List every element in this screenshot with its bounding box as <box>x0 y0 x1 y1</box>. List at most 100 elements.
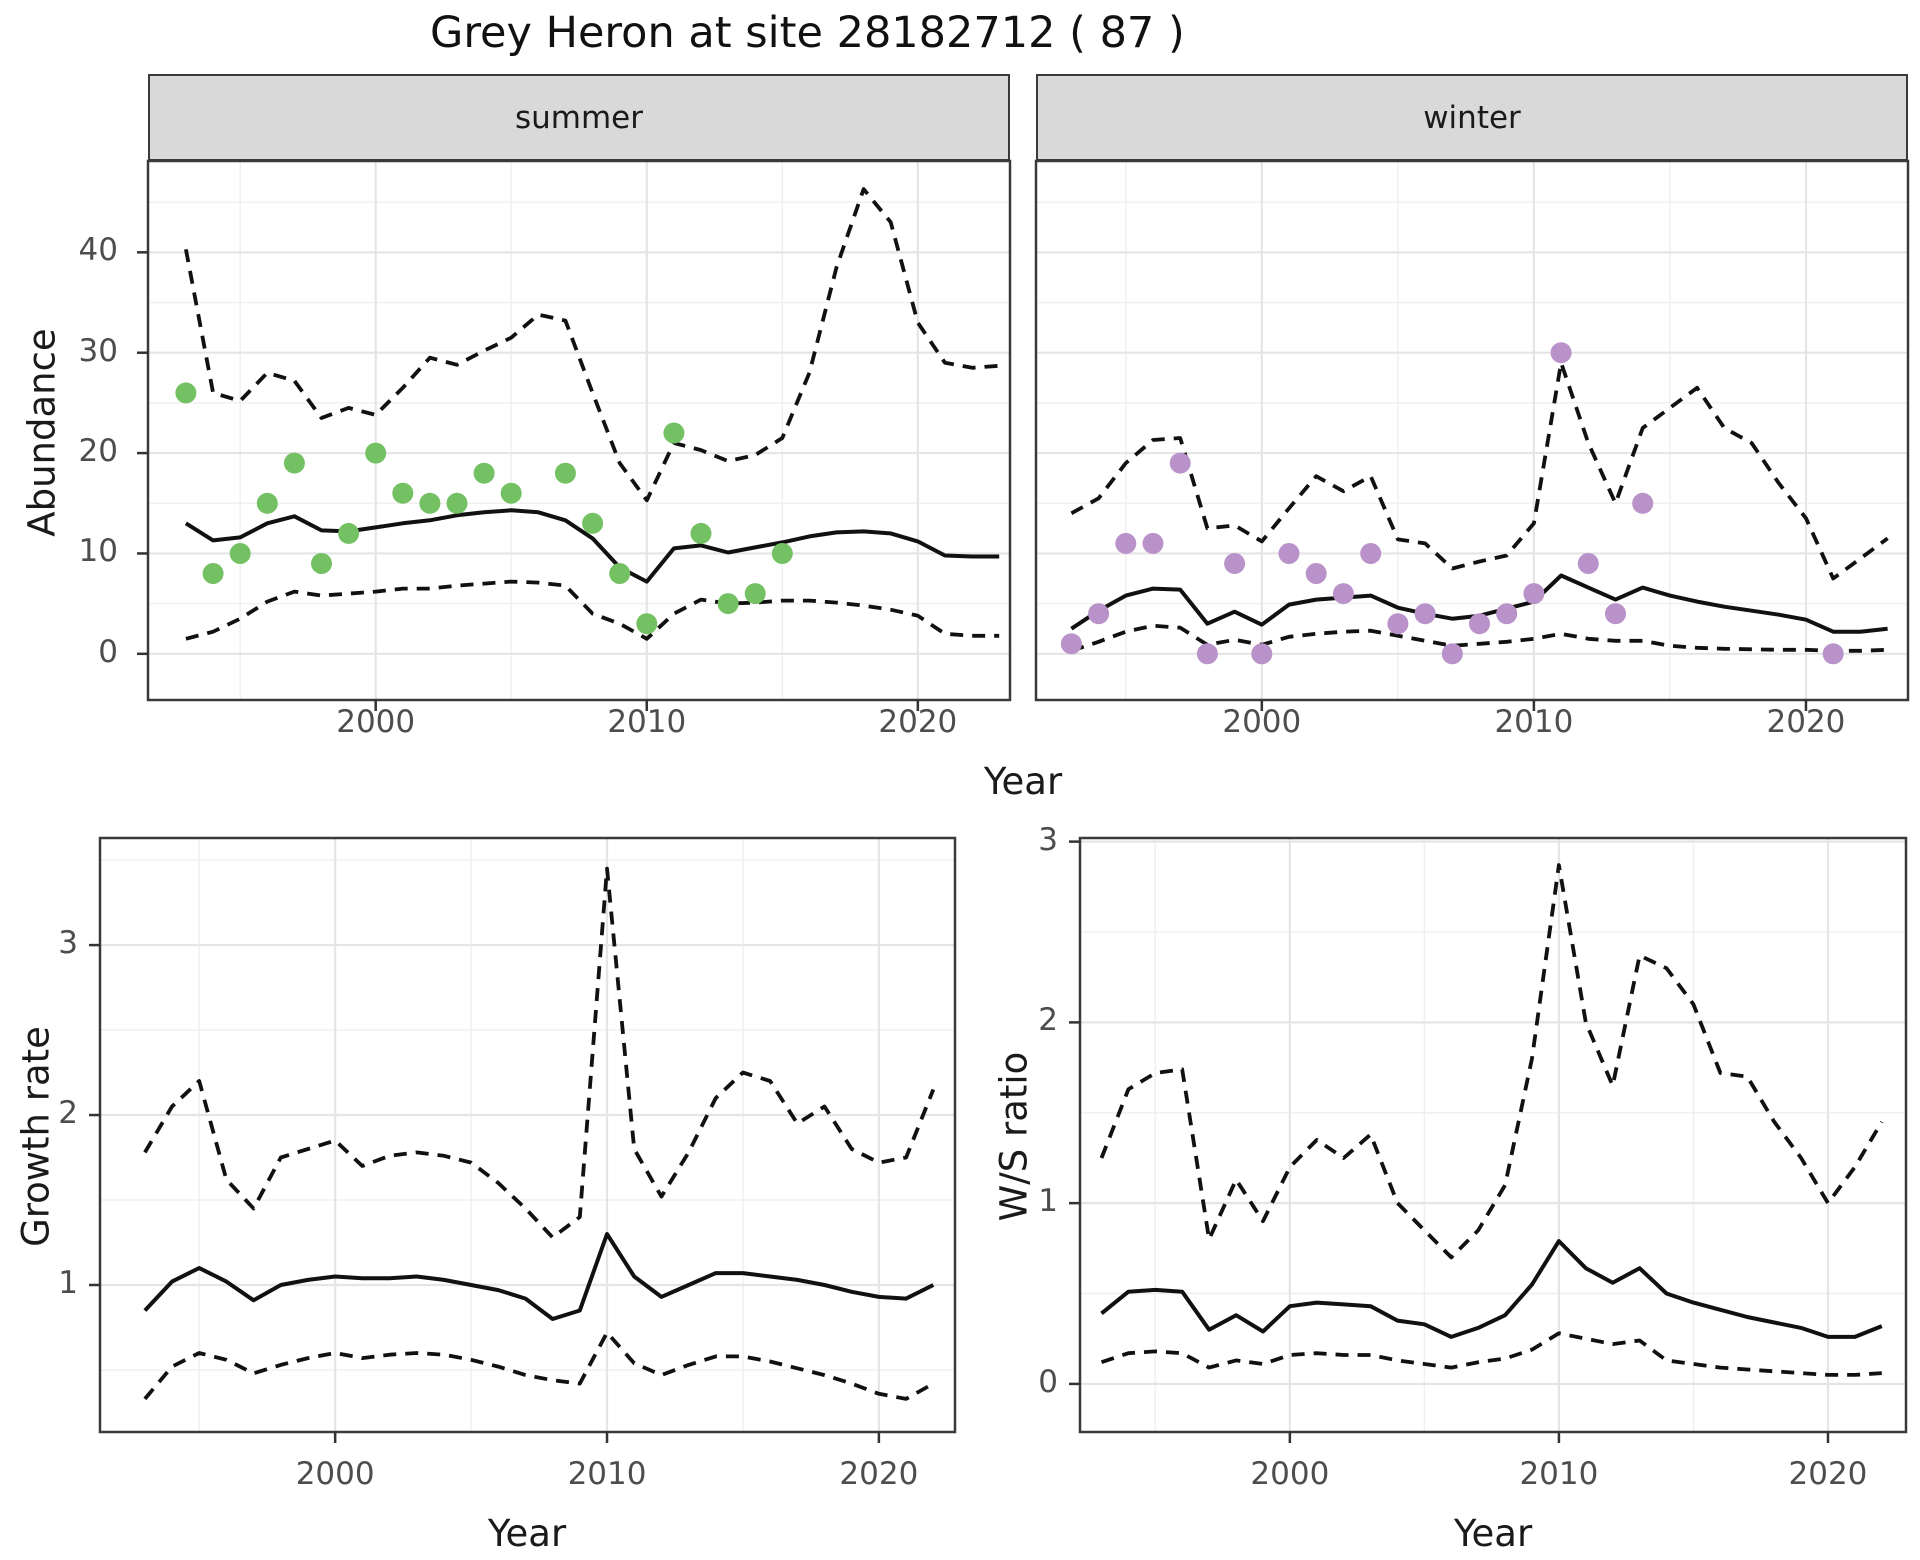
x-tick-label: 2010 <box>1494 704 1574 740</box>
panel-abundance-winter <box>1034 159 1910 711</box>
observation-point <box>1469 613 1490 635</box>
x-axis-title-year-growth: Year <box>487 1512 567 1555</box>
observation-point <box>473 462 495 484</box>
observation-point <box>1577 553 1599 574</box>
observation-point <box>609 563 631 584</box>
x-axis-title-year-top: Year <box>983 760 1063 803</box>
panel-border <box>1078 836 1908 1434</box>
observation-point <box>283 452 305 474</box>
chart-title: Grey Heron at site 28182712 ( 87 ) <box>430 8 1185 58</box>
x-tick-label: 2020 <box>1766 704 1846 740</box>
observation-point <box>1224 553 1246 574</box>
panel-border <box>98 836 957 1434</box>
facet-strip-summer: summer <box>148 74 1010 161</box>
observation-point <box>1523 583 1545 605</box>
observation-point <box>1605 603 1626 625</box>
observation-point <box>663 422 685 444</box>
observation-point <box>446 492 468 514</box>
facet-strip-winter: winter <box>1036 74 1908 161</box>
observation-point <box>1060 633 1082 655</box>
facet-strip-summer-label: summer <box>514 99 643 136</box>
observation-point <box>392 482 414 504</box>
panel-border <box>146 159 1012 702</box>
observation-point <box>1496 603 1518 625</box>
y-tick-label: 1 <box>58 1264 78 1301</box>
observation-point <box>1822 643 1844 665</box>
panel-background <box>100 838 955 1432</box>
x-axis-title-year-ws: Year <box>1453 1512 1533 1555</box>
observation-point <box>1387 613 1409 635</box>
observation-point <box>338 522 360 544</box>
observation-point <box>1360 543 1382 564</box>
observation-point <box>500 482 522 504</box>
ci-upper-line <box>1070 360 1889 581</box>
observation-point <box>1196 643 1218 665</box>
observation-point <box>1088 603 1110 625</box>
observation-point <box>1550 342 1572 364</box>
ci-upper-line <box>1099 863 1884 1260</box>
observation-point <box>554 462 576 484</box>
observation-point <box>1251 643 1273 665</box>
observation-point <box>229 543 251 564</box>
y-tick-label: 0 <box>1038 1363 1058 1400</box>
panel-background <box>148 161 1010 700</box>
observation-point <box>636 613 658 635</box>
observation-point <box>1142 532 1164 554</box>
x-tick-label: 2010 <box>1519 1456 1599 1492</box>
observation-point <box>1632 492 1654 514</box>
x-tick-label: 2020 <box>1788 1456 1868 1492</box>
x-tick-label: 2010 <box>567 1456 647 1492</box>
observation-point <box>1441 643 1463 665</box>
y-tick-label: 0 <box>98 633 118 670</box>
y-tick-label: 40 <box>78 232 118 269</box>
observation-point <box>1305 563 1327 584</box>
ci-lower-line <box>185 579 1000 641</box>
observation-point <box>690 522 712 544</box>
panel-growth-rate <box>89 836 957 1443</box>
panel-background <box>1036 161 1908 700</box>
observation-point <box>1414 603 1436 625</box>
observation-point <box>1278 543 1300 564</box>
y-tick-label: 20 <box>78 433 118 470</box>
observation-point <box>175 382 197 404</box>
y-tick-label: 3 <box>58 925 78 962</box>
y-tick-label: 2 <box>58 1095 78 1132</box>
observation-point <box>717 593 739 615</box>
observation-point <box>202 563 224 584</box>
observation-point <box>256 492 278 514</box>
panel-ws-ratio <box>1069 836 1908 1443</box>
y-tick-label: 1 <box>1038 1183 1058 1220</box>
ci-lower-line <box>143 1330 935 1401</box>
x-tick-label: 2000 <box>336 704 416 740</box>
y-tick-label: 30 <box>78 332 118 369</box>
observation-point <box>365 442 387 464</box>
y-tick-label: 10 <box>78 533 118 570</box>
observation-point <box>1169 452 1191 474</box>
model-fit-line <box>143 1232 935 1321</box>
x-tick-label: 2000 <box>1222 704 1302 740</box>
panel-border <box>1034 159 1910 702</box>
y-axis-title-growth-rate: Growth rate <box>14 1026 58 1247</box>
ci-upper-line <box>184 187 1000 503</box>
x-tick-label: 2020 <box>839 1456 919 1492</box>
ci-lower-line <box>1100 1331 1882 1377</box>
model-fit-line <box>1100 1239 1883 1339</box>
observation-point <box>582 512 604 534</box>
y-tick-label: 3 <box>1038 821 1058 858</box>
observation-point <box>419 492 441 514</box>
observation-point <box>771 543 793 564</box>
y-tick-label: 2 <box>1038 1002 1058 1039</box>
observation-point <box>1332 583 1354 605</box>
panel-abundance-summer <box>137 159 1012 711</box>
x-tick-label: 2000 <box>1250 1456 1330 1492</box>
observation-point <box>311 553 332 574</box>
panel-background <box>1080 838 1906 1432</box>
x-tick-label: 2010 <box>607 704 687 740</box>
x-tick-label: 2000 <box>295 1456 375 1492</box>
observation-point <box>1115 532 1137 554</box>
facet-strip-winter-label: winter <box>1423 99 1521 136</box>
x-tick-label: 2020 <box>878 704 958 740</box>
observation-point <box>744 583 766 605</box>
